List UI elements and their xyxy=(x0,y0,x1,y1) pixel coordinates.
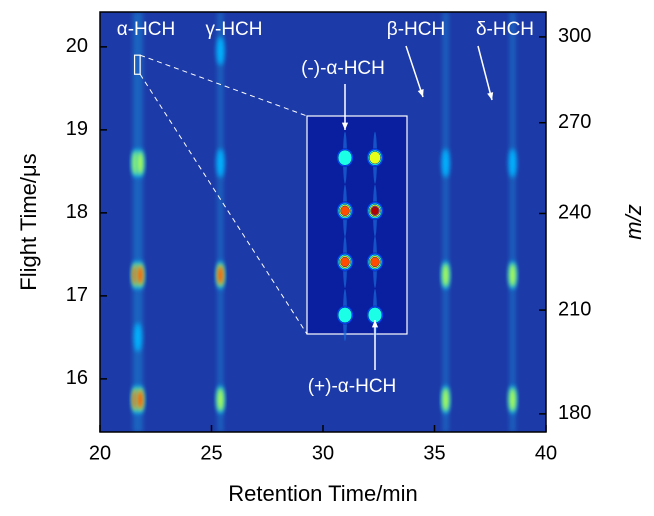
x-tick-label: 35 xyxy=(423,442,445,464)
peak-contour xyxy=(137,265,143,285)
x-tick-label: 30 xyxy=(312,442,334,464)
peak-contour xyxy=(509,387,516,412)
y2-tick-label: 180 xyxy=(558,402,591,424)
inset-peak xyxy=(366,289,384,342)
peak xyxy=(508,260,517,290)
y-tick-label: 19 xyxy=(66,118,88,140)
inset-peak xyxy=(336,184,354,237)
inset-peak xyxy=(366,235,384,288)
streak xyxy=(442,12,449,432)
annotation: γ-HCH xyxy=(206,19,263,40)
zoom-box xyxy=(133,54,141,75)
x-axis-title: Retention Time/min xyxy=(228,481,418,506)
zoom-line xyxy=(139,54,308,117)
streak xyxy=(137,12,144,432)
arrow xyxy=(405,45,424,98)
peak xyxy=(136,385,145,415)
arrow xyxy=(477,45,493,101)
inset-contour xyxy=(337,149,353,166)
peak-contour xyxy=(136,151,144,175)
annotation: (+)-α-HCH xyxy=(308,376,397,397)
inset-peak xyxy=(336,235,354,288)
arrowhead xyxy=(487,92,494,100)
streak xyxy=(217,12,224,432)
annotation: δ-HCH xyxy=(476,19,534,40)
y2-tick-label: 210 xyxy=(558,298,591,320)
streak xyxy=(132,12,139,432)
annotation: β-HCH xyxy=(387,19,445,40)
peak-contour xyxy=(137,390,143,409)
arrowhead xyxy=(417,89,424,97)
plot-area xyxy=(131,12,517,432)
arrowhead xyxy=(371,320,379,328)
inset-peak xyxy=(336,131,354,184)
peak xyxy=(216,385,225,415)
streak xyxy=(509,12,516,432)
inset-contour xyxy=(371,206,379,215)
inset-contour xyxy=(337,307,353,323)
inset-contour xyxy=(340,205,350,216)
peak-contour xyxy=(509,263,516,288)
peak-contour xyxy=(442,387,449,412)
arrowhead xyxy=(341,122,349,130)
annotation: (-)-α-HCH xyxy=(301,58,385,79)
inset-peak xyxy=(366,131,384,184)
y-axis-title: Flight Time/μs xyxy=(16,153,41,290)
y-tick-label: 20 xyxy=(66,35,88,57)
y2-tick-label: 270 xyxy=(558,111,591,133)
y2-tick-label: 300 xyxy=(558,25,591,47)
peak-contour xyxy=(134,322,142,352)
peak xyxy=(216,260,225,290)
y2-axis-title: m/z xyxy=(621,204,646,239)
x-tick-label: 25 xyxy=(200,442,222,464)
peak-contour xyxy=(217,387,224,412)
peak-contour xyxy=(216,148,225,178)
peak xyxy=(134,322,142,352)
peak xyxy=(216,36,225,66)
zoom-line xyxy=(139,73,308,335)
peak xyxy=(508,148,517,178)
inset-contour xyxy=(369,151,381,165)
peak-contour xyxy=(216,36,225,66)
peak xyxy=(136,148,145,178)
y-tick-label: 17 xyxy=(66,284,88,306)
peak xyxy=(508,385,517,415)
y2-tick-label: 240 xyxy=(558,202,591,224)
annotation: α-HCH xyxy=(117,19,175,40)
peak xyxy=(441,260,450,290)
inset-contour xyxy=(340,256,350,268)
x-tick-label: 40 xyxy=(535,442,557,464)
peak xyxy=(441,148,450,178)
peak-contour xyxy=(441,148,450,178)
inset xyxy=(306,115,408,335)
y-tick-label: 18 xyxy=(66,201,88,223)
x-tick-label: 20 xyxy=(89,442,111,464)
inset-contour xyxy=(370,256,380,268)
peak-contour xyxy=(508,148,517,178)
peak-contour xyxy=(217,265,224,285)
inset-peak xyxy=(336,289,354,342)
y-tick-label: 16 xyxy=(66,367,88,389)
inset-peak xyxy=(366,184,384,237)
peak-contour xyxy=(442,263,449,288)
peak xyxy=(136,260,145,290)
peak xyxy=(441,385,450,415)
peak xyxy=(216,148,225,178)
